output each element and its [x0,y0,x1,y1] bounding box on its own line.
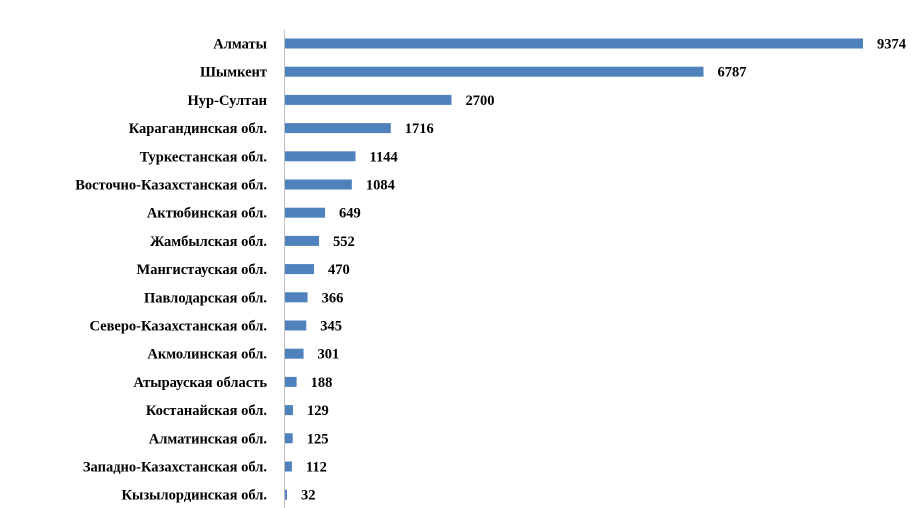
category-label: Актюбинская обл. [147,206,267,222]
category-label: Акмолинская обл. [147,347,267,363]
data-label: 125 [307,431,329,447]
category-label: Карагандинская обл. [129,121,267,137]
category-label: Алматы [213,37,267,53]
category-label: Восточно-Казахстанская обл. [75,178,267,194]
category-label: Шымкент [200,65,267,81]
data-label: 32 [301,488,316,504]
data-label: 1084 [366,178,395,194]
data-label: 552 [333,234,355,250]
category-label: Нур-Султан [188,93,267,109]
data-label: 470 [328,262,350,278]
category-label: Кызылординская обл. [122,488,267,504]
data-label: 9374 [877,37,906,53]
data-label: 649 [339,206,361,222]
bar [285,151,356,161]
data-label: 366 [322,290,344,306]
bar [285,264,314,274]
category-label: Туркестанская обл. [140,149,267,165]
bar [285,292,308,302]
data-label: 2700 [465,93,494,109]
data-label: 1144 [370,149,398,165]
category-label: Павлодарская обл. [144,290,267,306]
category-label: Алматинская обл. [149,431,267,447]
bar [285,236,319,246]
category-label: Жамбылская обл. [150,234,267,250]
bar [285,39,863,49]
data-label: 345 [320,319,342,335]
bars [285,39,863,500]
bar [285,405,293,415]
category-label: Атырауская область [133,375,267,391]
bar [285,377,297,387]
bar [285,349,304,359]
bar [285,433,293,443]
data-label: 112 [306,460,327,476]
bar [285,180,352,190]
data-label: 6787 [717,65,746,81]
category-label: Костанайская обл. [146,403,267,419]
category-labels: Алматы Шымкент Нур-Султан Карагандинская об… [75,37,267,504]
data-label: 1716 [405,121,434,137]
bar [285,490,287,500]
bar [285,208,325,218]
data-label: 301 [318,347,340,363]
bar [285,462,292,472]
data-label: 129 [307,403,329,419]
bar [285,123,391,133]
data-label: 188 [311,375,333,391]
bar [285,95,451,105]
category-label: Западно-Казахстанская обл. [83,460,267,476]
bar [285,67,703,77]
bar [285,321,306,331]
category-label: Мангистауская обл. [137,262,267,278]
category-label: Северо-Казахстанская обл. [89,319,267,335]
data-labels: 9374 6787 2700 1716 1144 1084 649 552 470 366 345 3… [301,37,906,504]
